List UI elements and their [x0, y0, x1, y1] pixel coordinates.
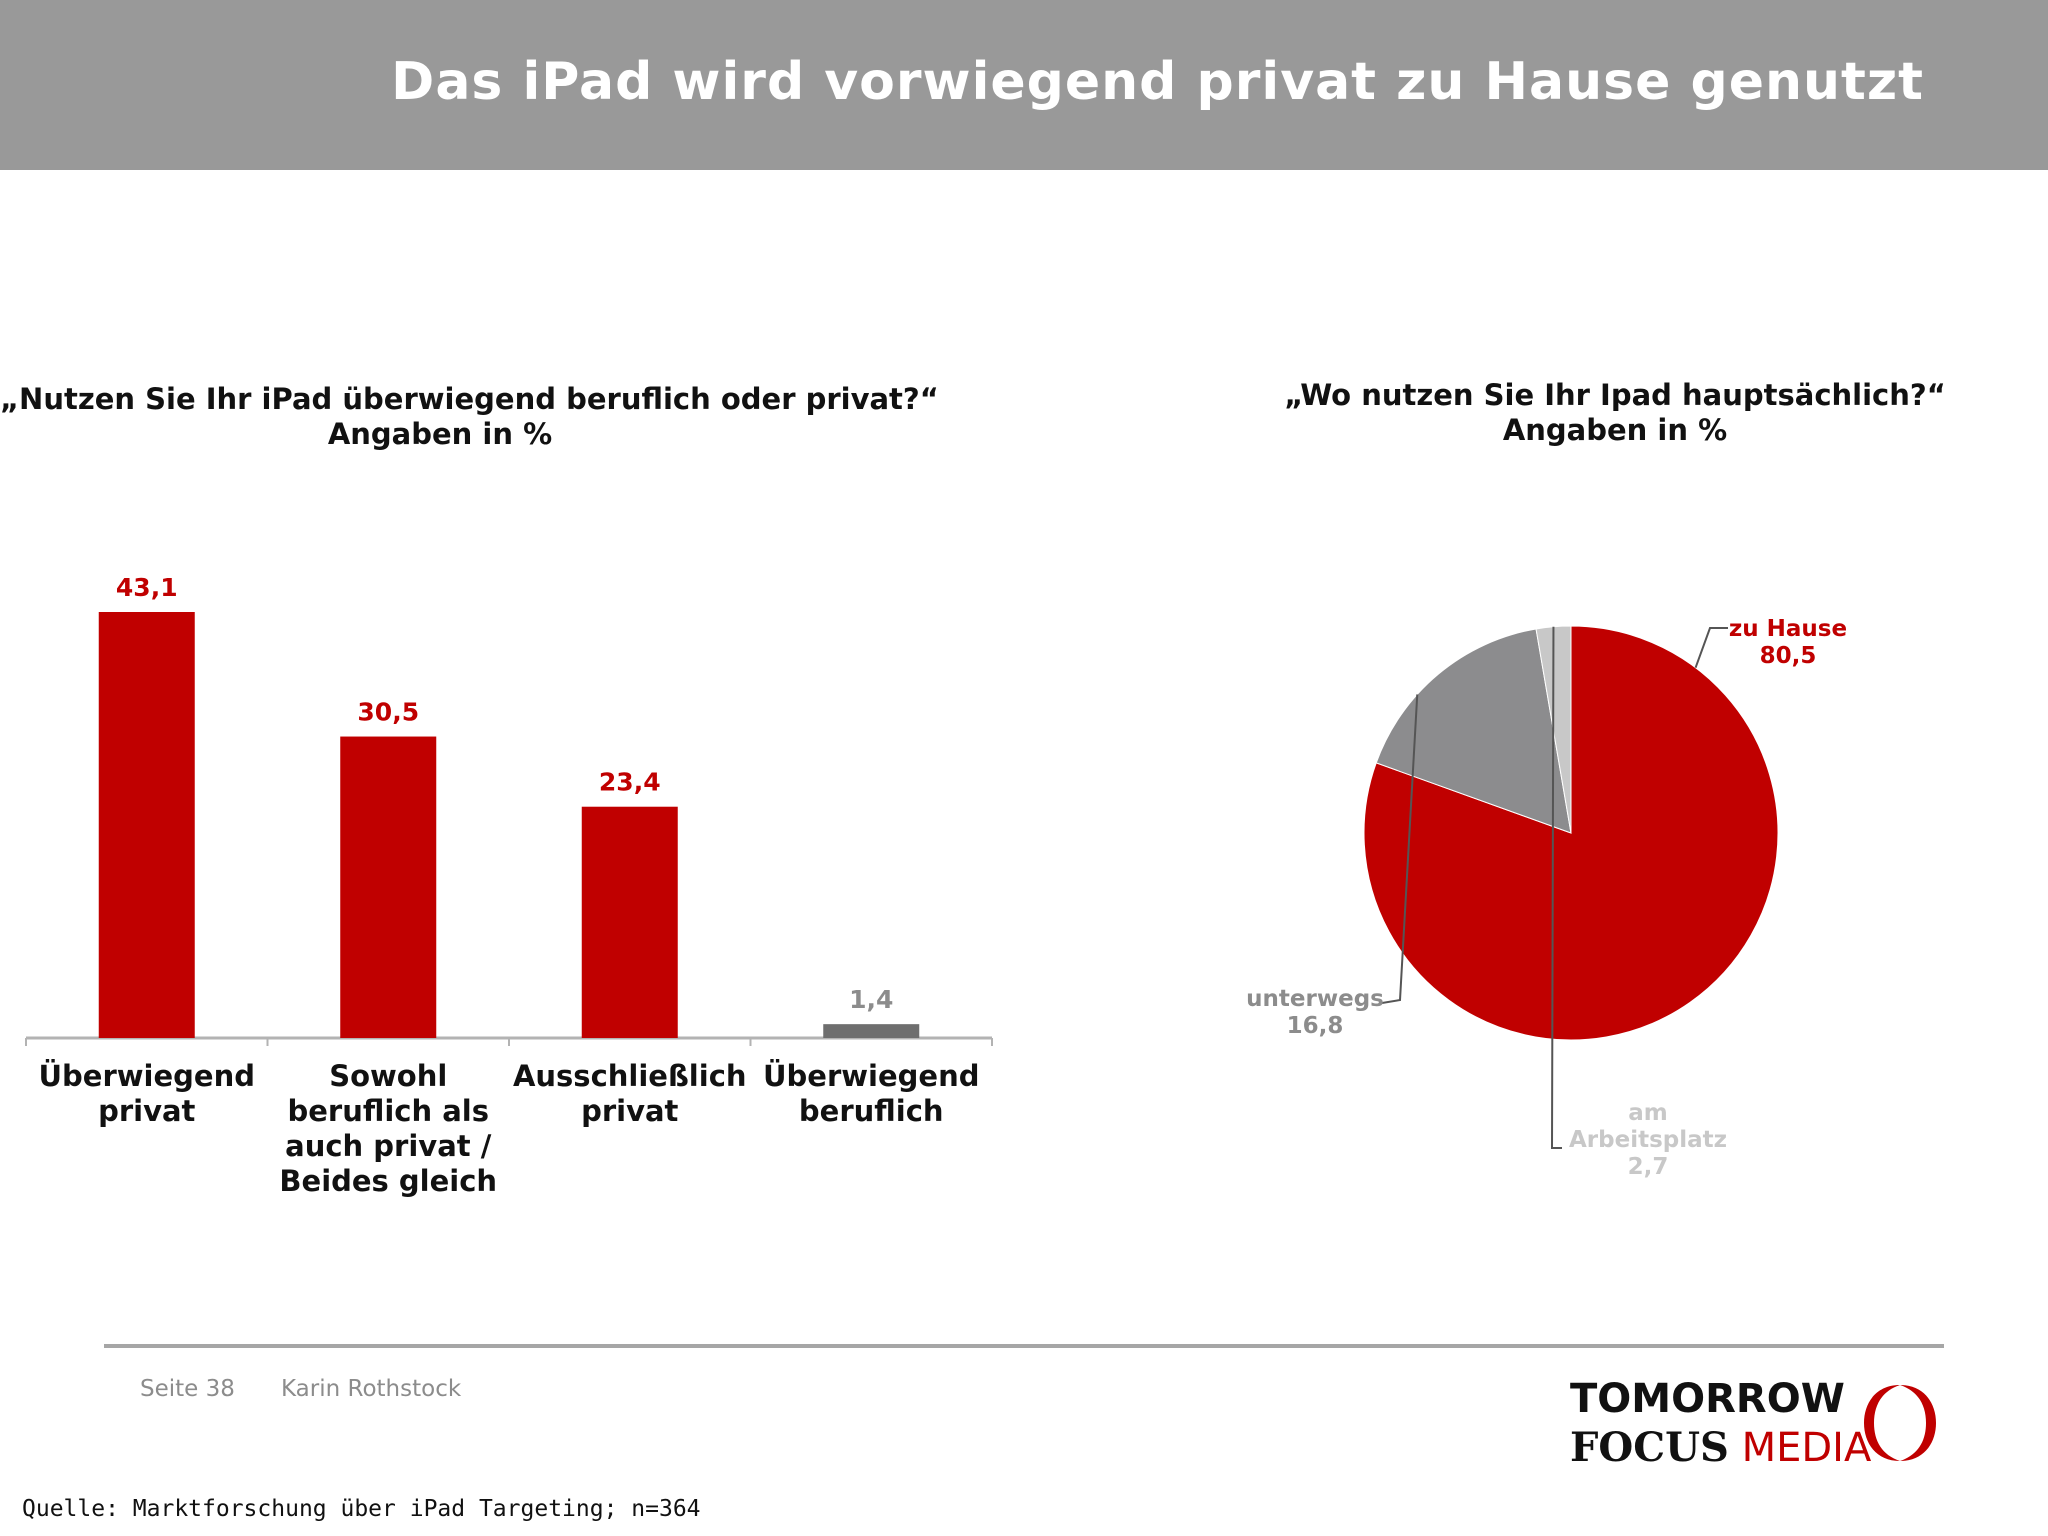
pie-slice	[1375, 628, 1572, 834]
category-label: beruflich	[799, 1094, 944, 1128]
pie-leader-line	[1694, 627, 1728, 669]
bar	[581, 806, 678, 1038]
pie-leader-line	[1381, 694, 1419, 1004]
bar-chart-subtitle: Angaben in %	[327, 417, 553, 451]
category-label: privat	[581, 1094, 678, 1128]
category-label: Ausschließlich	[513, 1059, 747, 1093]
bar-value-label: 30,5	[357, 698, 419, 727]
category-label: Überwiegend	[763, 1059, 980, 1093]
author-name: Karin Rothstock	[281, 1376, 462, 1402]
bar-value-label: 43,1	[116, 573, 178, 602]
pie-slice-label: Arbeitsplatz	[1569, 1127, 1727, 1153]
logo-text-line2: FOCUS MEDIA	[1570, 1424, 1871, 1471]
category-label: beruflich als	[287, 1094, 489, 1128]
pie-slice-label: unterwegs	[1246, 986, 1384, 1012]
footer-divider	[104, 1344, 1944, 1348]
pie-slice-label: 2,7	[1628, 1154, 1669, 1180]
logo-text-media: MEDIA	[1741, 1425, 1872, 1471]
pie-leader-line	[1550, 626, 1562, 1149]
header-bar: Das iPad wird vorwiegend privat zu Hause…	[0, 0, 2048, 170]
page-number: Seite 38	[140, 1376, 235, 1402]
logo-text-focus: FOCUS	[1570, 1424, 1729, 1471]
page-title: Das iPad wird vorwiegend privat zu Hause…	[391, 52, 1924, 112]
category-label: Beides gleich	[279, 1164, 497, 1198]
logo-ring-icon	[1864, 1385, 1936, 1461]
pie-slice-label: 80,5	[1760, 643, 1817, 669]
pie-chart-subtitle: Angaben in %	[1502, 413, 1728, 447]
source-note: Quelle: Marktforschung über iPad Targeti…	[22, 1496, 701, 1522]
category-label: Überwiegend	[38, 1059, 255, 1093]
company-logo: TOMORROW FOCUS MEDIA	[1568, 1376, 1948, 1476]
bar-chart-title: „Nutzen Sie Ihr iPad überwiegend berufli…	[0, 382, 939, 452]
pie-slice-label: 16,8	[1287, 1013, 1344, 1039]
bar-chart: 43,1Überwiegendprivat30,5Sowohlberuflich…	[25, 573, 993, 1198]
category-label: privat	[98, 1094, 195, 1128]
pie-chart-title: „Wo nutzen Sie Ihr Ipad hauptsächlich?“ …	[1240, 378, 1990, 448]
bar-chart-question: „Nutzen Sie Ihr iPad überwiegend berufli…	[0, 382, 939, 416]
category-label: auch privat /	[285, 1129, 492, 1163]
bar-value-label: 23,4	[599, 768, 661, 797]
logo-text-tomorrow: TOMORROW	[1570, 1376, 1845, 1422]
bar-value-label: 1,4	[849, 985, 893, 1014]
pie-slice-label: am	[1628, 1100, 1668, 1126]
bar	[98, 612, 195, 1038]
pie-slice-label: zu Hause	[1729, 616, 1847, 642]
bar	[340, 736, 437, 1038]
pie-slice	[1363, 625, 1779, 1041]
bar	[823, 1024, 920, 1038]
category-label: Sowohl	[329, 1059, 447, 1093]
pie-chart-question: „Wo nutzen Sie Ihr Ipad hauptsächlich?“	[1284, 378, 1946, 412]
